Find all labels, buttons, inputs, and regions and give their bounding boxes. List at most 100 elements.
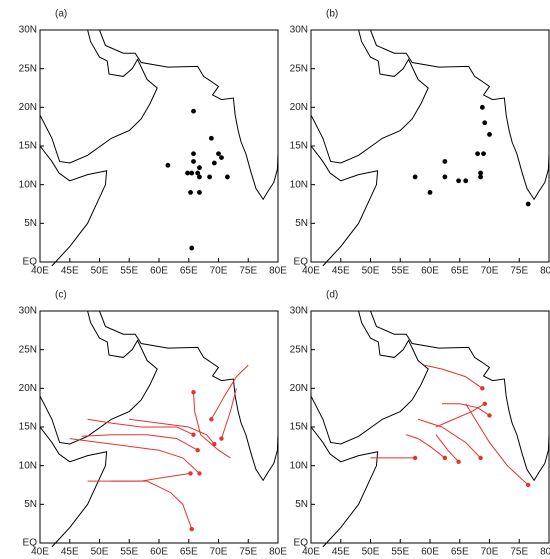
x-tick-label: 55E <box>391 547 409 558</box>
y-tick-label: 30N <box>19 25 37 36</box>
cyclone-track <box>81 434 198 451</box>
panel-label: (d) <box>326 290 338 301</box>
x-tick-label: 40E <box>302 266 320 277</box>
genesis-point <box>225 174 230 180</box>
genesis-point <box>442 159 448 164</box>
x-tick-label: 65E <box>180 547 198 558</box>
genesis-point <box>209 417 214 422</box>
genesis-point <box>219 436 224 441</box>
genesis-point <box>197 174 202 180</box>
x-tick-label: 60E <box>421 547 439 558</box>
x-tick-label: 80E <box>540 547 550 558</box>
x-tick-label: 65E <box>180 266 198 277</box>
x-tick-label: 60E <box>150 266 168 277</box>
x-tick-label: 50E <box>362 266 380 277</box>
y-tick-label: 25N <box>290 344 308 355</box>
y-tick-label: 20N <box>19 102 37 113</box>
y-tick-label: 5N <box>24 218 37 229</box>
y-tick-label: 25N <box>19 344 37 355</box>
y-tick-label: 10N <box>19 460 37 471</box>
x-tick-label: 40E <box>302 547 320 558</box>
genesis-point <box>480 386 485 391</box>
genesis-point <box>478 174 483 180</box>
genesis-point <box>195 448 200 453</box>
genesis-point <box>475 151 480 157</box>
genesis-point <box>456 459 461 464</box>
x-tick-label: 80E <box>540 266 550 277</box>
genesis-point <box>189 245 195 251</box>
x-tick-label: 75E <box>510 547 528 558</box>
cyclone-track <box>423 364 483 389</box>
genesis-point <box>208 135 214 141</box>
y-tick-label: 15N <box>290 422 308 433</box>
cyclone-track <box>417 418 481 459</box>
genesis-point <box>197 190 202 195</box>
y-tick-label: EQ <box>294 257 309 268</box>
genesis-point <box>219 155 224 161</box>
genesis-point <box>412 174 418 180</box>
genesis-point <box>207 174 212 180</box>
cyclone-track <box>406 434 446 459</box>
x-tick-label: 70E <box>481 547 499 558</box>
x-tick-label: 75E <box>239 547 257 558</box>
genesis-point <box>487 132 492 137</box>
cyclone-track <box>129 418 215 445</box>
x-tick-label: 40E <box>31 266 49 277</box>
y-tick-label: 5N <box>295 499 308 510</box>
genesis-point <box>188 471 193 476</box>
genesis-point <box>525 201 531 207</box>
x-tick-label: 50E <box>91 547 109 558</box>
x-tick-label: 50E <box>91 266 109 277</box>
genesis-point <box>191 151 196 157</box>
x-tick-label: 55E <box>120 266 138 277</box>
genesis-point <box>191 108 196 114</box>
genesis-point <box>191 159 196 164</box>
x-tick-label: 70E <box>210 266 228 277</box>
genesis-point <box>191 432 196 437</box>
y-tick-label: 25N <box>19 63 37 74</box>
genesis-point <box>442 174 448 180</box>
coastline <box>39 310 279 548</box>
genesis-point <box>165 162 171 168</box>
genesis-point <box>189 170 195 176</box>
y-tick-label: 10N <box>290 460 308 471</box>
x-tick-label: 45E <box>332 547 350 558</box>
panel-label: (a) <box>55 9 67 20</box>
genesis-point <box>481 151 486 157</box>
y-tick-label: EQ <box>294 538 309 549</box>
genesis-point <box>456 178 461 184</box>
genesis-point <box>479 104 485 110</box>
x-tick-label: 75E <box>510 266 528 277</box>
genesis-point <box>478 170 483 176</box>
cyclone-track <box>193 392 231 459</box>
x-tick-label: 70E <box>210 547 228 558</box>
x-tick-label: 45E <box>61 266 79 277</box>
genesis-point <box>463 178 469 184</box>
y-tick-label: 25N <box>290 63 308 74</box>
coastline <box>39 29 279 267</box>
genesis-point <box>412 455 418 461</box>
y-tick-label: 15N <box>19 422 37 433</box>
genesis-point <box>487 413 492 418</box>
genesis-point <box>482 401 487 406</box>
x-tick-label: 40E <box>31 547 49 558</box>
y-tick-label: 10N <box>290 179 308 190</box>
genesis-point <box>427 190 433 195</box>
x-tick-label: 45E <box>61 547 79 558</box>
x-tick-label: 55E <box>120 547 138 558</box>
x-tick-label: 75E <box>239 266 257 277</box>
cyclone-track <box>87 480 193 530</box>
y-tick-label: 20N <box>19 383 37 394</box>
y-tick-label: EQ <box>23 257 38 268</box>
genesis-point <box>211 160 217 166</box>
y-tick-label: 15N <box>19 141 37 152</box>
x-tick-label: 50E <box>362 547 380 558</box>
cyclone-track <box>87 418 194 436</box>
cyclone-track <box>435 434 459 463</box>
genesis-point <box>197 471 202 476</box>
genesis-point <box>197 165 202 171</box>
y-tick-label: EQ <box>23 538 38 549</box>
y-tick-label: 30N <box>19 306 37 317</box>
genesis-point <box>442 455 448 461</box>
